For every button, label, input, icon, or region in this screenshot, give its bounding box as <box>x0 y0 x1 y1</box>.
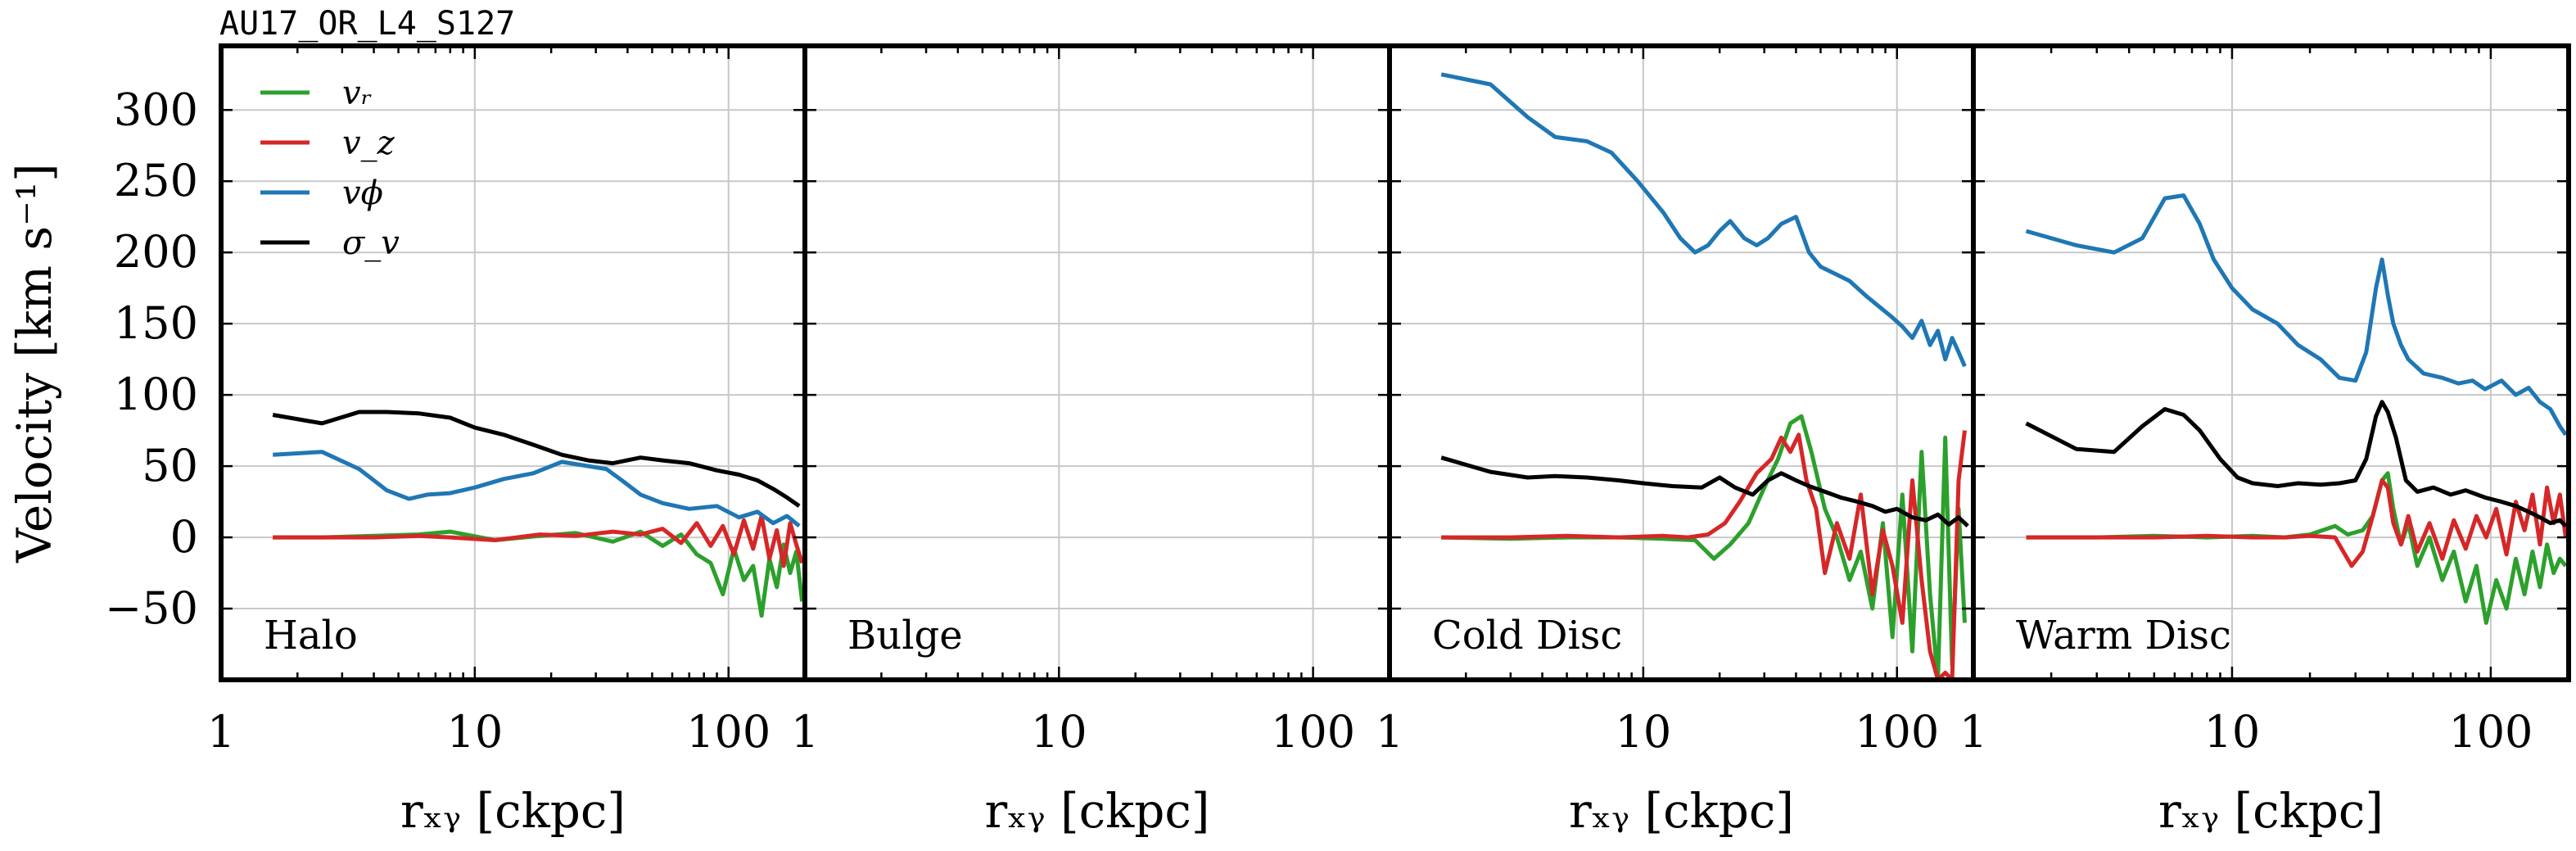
y-tick-label: 300 <box>114 84 198 135</box>
x-tick-label: 10 <box>1616 706 1672 758</box>
panel-label: Halo <box>264 613 358 659</box>
x-tick-label: 1 <box>1959 706 1987 758</box>
panel-label: Cold Disc <box>1432 613 1622 659</box>
y-tick-label: 200 <box>114 226 198 278</box>
figure-title: AU17_OR_L4_S127 <box>219 5 515 43</box>
x-tick-label: 100 <box>1855 706 1939 758</box>
panel-1-series <box>272 410 805 618</box>
x-tick-label: 10 <box>1031 706 1087 758</box>
legend-label: vᵣ <box>342 75 372 112</box>
x-tick-label: 100 <box>1271 706 1355 758</box>
x-axis-label: rₓᵧ [ckpc] <box>984 783 1209 839</box>
legend-label: σ_v <box>342 224 400 262</box>
y-tick-label: 150 <box>114 297 198 349</box>
x-tick-label: 1 <box>1376 706 1403 758</box>
x-tick-label: 100 <box>2448 706 2533 758</box>
x-tick-label: 1 <box>207 706 235 758</box>
panel-frame <box>802 43 1392 682</box>
series-line-sigma <box>272 410 801 508</box>
series-line-vphi <box>273 450 801 528</box>
x-tick-label: 10 <box>447 706 504 758</box>
x-tick-label: 10 <box>2204 706 2261 758</box>
series-line-sigma <box>2025 400 2568 527</box>
series-line-vz <box>273 514 804 568</box>
y-tick-label: −50 <box>105 582 198 634</box>
series-line-vz <box>2026 478 2568 568</box>
series-line-vr <box>1441 414 1967 680</box>
x-tick-label: 1 <box>791 706 819 758</box>
panel-label: Bulge <box>847 613 963 659</box>
series-line-vz <box>1441 430 1967 680</box>
series-line-vphi <box>1440 72 1967 368</box>
y-tick-label: 250 <box>114 155 198 206</box>
y-axis-label: Velocity [km s⁻¹] <box>7 163 62 563</box>
y-tick-label: 100 <box>114 369 198 420</box>
series-line-vr <box>273 529 805 618</box>
legend-label: vϕ <box>342 174 383 212</box>
x-axis-label: rₓᵧ [ckpc] <box>400 783 626 839</box>
panel-frame <box>1971 43 2571 682</box>
y-tick-label: 50 <box>142 440 198 491</box>
panel-3-series <box>1440 72 1969 680</box>
panel-frame <box>1387 43 1976 682</box>
panel-4-series <box>2025 193 2568 625</box>
y-tick-label: 0 <box>170 511 198 563</box>
x-axis-label: rₓᵧ [ckpc] <box>1569 783 1794 839</box>
series-line-sigma <box>1440 455 1969 528</box>
panel-label: Warm Disc <box>2016 613 2231 659</box>
x-axis-label: rₓᵧ [ckpc] <box>2158 783 2384 839</box>
x-tick-label: 100 <box>686 706 771 758</box>
legend-label: v_z <box>342 124 395 162</box>
series-line-vphi <box>2025 193 2568 437</box>
